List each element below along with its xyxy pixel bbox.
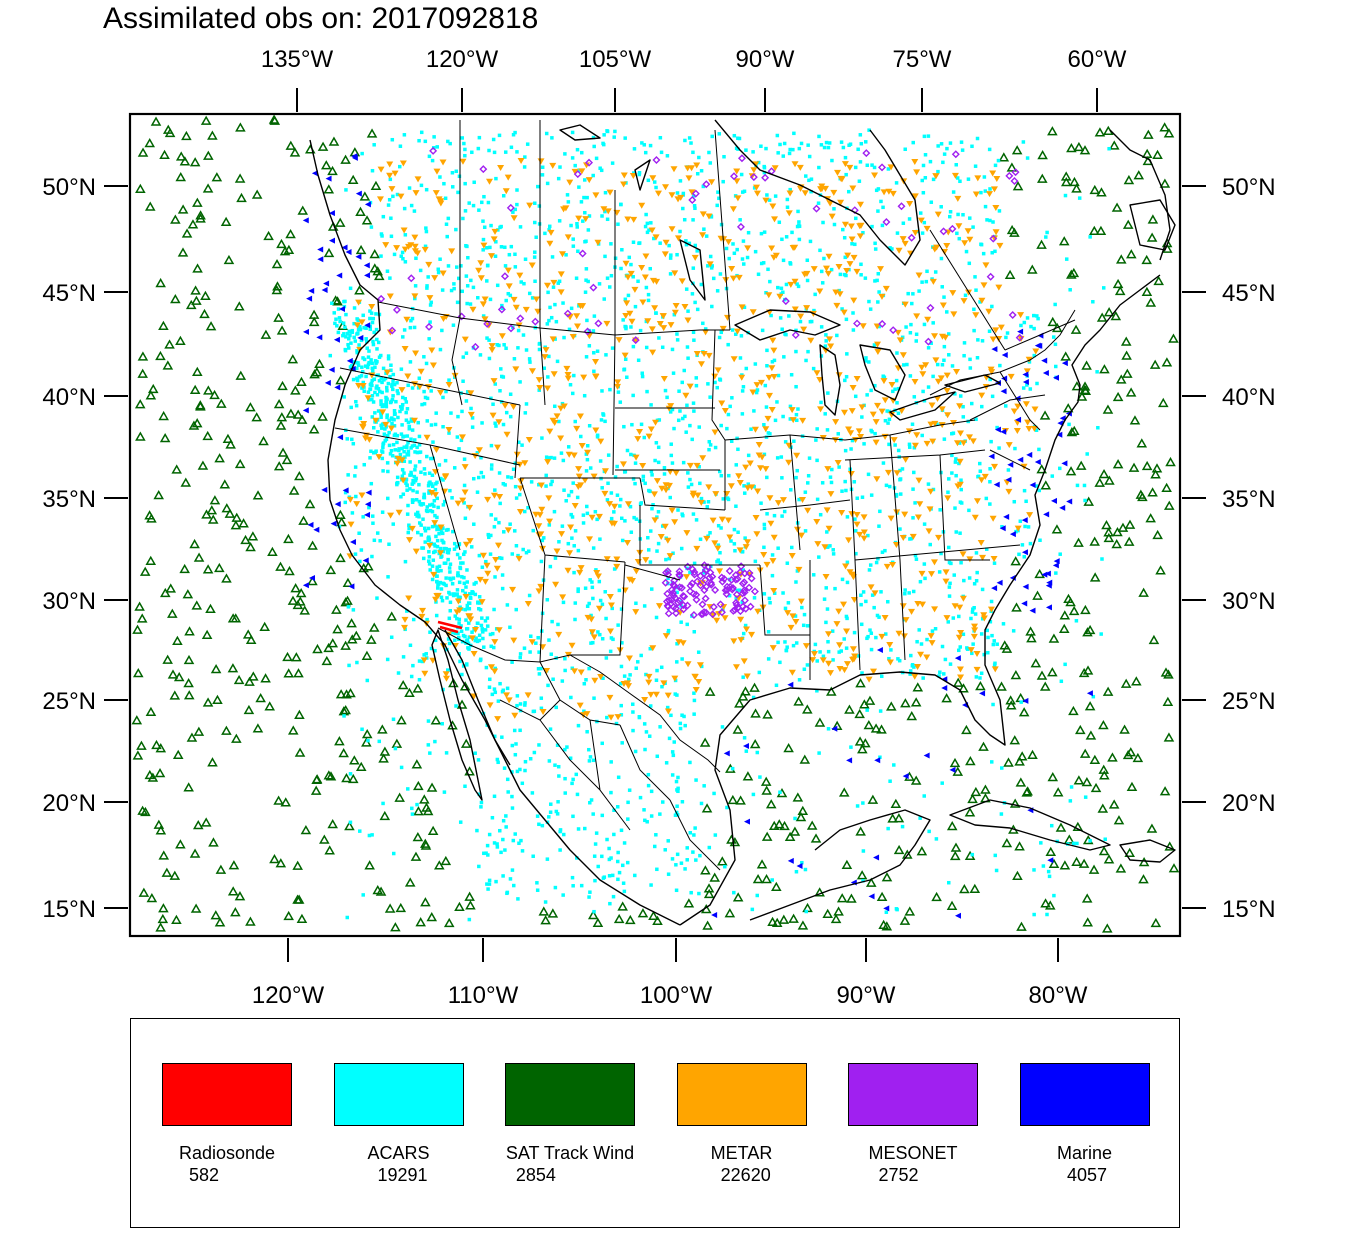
top-lon-label: 105°W	[579, 46, 652, 73]
legend-item: SAT Track Wind 2854	[505, 1063, 635, 1185]
yucatan-coast	[749, 809, 931, 921]
right-lat-label: 30°N	[1222, 588, 1276, 615]
left-lat-label: 20°N	[42, 790, 96, 817]
right-lat-label: 50°N	[1222, 174, 1276, 201]
bottom-lon-label: 100°W	[640, 982, 713, 1009]
right-lat-label: 15°N	[1222, 896, 1276, 923]
legend-label: SAT Track Wind	[505, 1143, 635, 1163]
top-lon-label: 75°W	[893, 46, 952, 73]
borders	[334, 120, 1076, 871]
lake-erie	[889, 391, 956, 421]
lake-superior	[734, 309, 841, 341]
mexico-state-lines	[499, 661, 721, 871]
right-lat-label: 20°N	[1222, 790, 1276, 817]
top-lon-label: 90°W	[736, 46, 795, 73]
right-lat-label: 40°N	[1222, 384, 1276, 411]
lake-michigan	[819, 344, 841, 416]
gulf-california-coast	[444, 629, 511, 766]
bottom-lon-label: 110°W	[448, 982, 519, 1009]
legend-swatch	[505, 1063, 635, 1126]
left-lat-label: 35°N	[42, 486, 96, 513]
observation-map: 135°W 120°W 105°W 90°W 75°W 60°W 120°W 110°W 100…	[42, 46, 1275, 1009]
lake-huron	[859, 344, 906, 401]
right-lat-label: 35°N	[1222, 486, 1276, 513]
legend-item: METAR 22620	[676, 1063, 807, 1185]
legend-count: 2752	[878, 1165, 919, 1185]
top-lon-label: 120°W	[426, 46, 499, 73]
bottom-lon-label: 120°W	[252, 982, 325, 1009]
left-lat-label: 15°N	[42, 896, 96, 923]
top-lon-label: 135°W	[261, 46, 334, 73]
left-lat-label: 30°N	[42, 588, 96, 615]
axis-labels: 135°W 120°W 105°W 90°W 75°W 60°W 120°W 110°W 100…	[42, 46, 1275, 1009]
legend-item: Radiosonde 582	[162, 1063, 292, 1185]
legend-item: MESONET 2752	[848, 1063, 978, 1185]
labrador-coast	[1109, 129, 1171, 261]
hispaniola	[1119, 839, 1176, 863]
coastlines	[309, 119, 1176, 926]
right-lat-label: 25°N	[1222, 688, 1276, 715]
legend-label: Marine	[1056, 1143, 1113, 1163]
legend-label: MESONET	[868, 1143, 958, 1163]
legend-count: 22620	[720, 1165, 771, 1185]
axis-ticks	[104, 88, 1206, 962]
legend-swatch	[848, 1063, 978, 1126]
newfoundland	[1129, 199, 1176, 251]
legend-item: ACARS 19291	[333, 1063, 464, 1185]
map-title: Assimilated obs on: 2017092818	[103, 2, 539, 35]
right-lat-label: 45°N	[1222, 280, 1276, 307]
legend-count: 582	[188, 1165, 219, 1185]
bottom-lon-label: 80°W	[1029, 982, 1088, 1009]
left-lat-label: 45°N	[42, 280, 96, 307]
legend-count: 4057	[1066, 1165, 1108, 1185]
us-canada-border	[377, 301, 1076, 396]
legend-count: 19291	[377, 1165, 428, 1185]
us-mexico-border	[437, 627, 721, 773]
map-frame	[128, 112, 1182, 938]
bottom-lon-label: 90°W	[837, 982, 896, 1009]
legend-swatch	[676, 1063, 807, 1126]
legend-swatch	[162, 1063, 292, 1126]
lake-ontario	[944, 374, 1001, 393]
west-coastline	[309, 139, 681, 926]
cuba	[949, 799, 1111, 851]
legend-label: ACARS	[367, 1143, 430, 1163]
legend-label: METAR	[710, 1143, 773, 1163]
canada-province-lines	[459, 120, 1076, 351]
left-lat-label: 50°N	[42, 174, 96, 201]
gulf-coastline	[679, 274, 1161, 926]
legend-box: Radiosonde 582 ACARS 19291 SAT Track Wind 285…	[130, 1018, 1180, 1228]
left-lat-label: 25°N	[42, 688, 96, 715]
hudson-bay-coast	[714, 119, 921, 266]
observation-points	[131, 114, 1180, 933]
legend-item: Marine 4057	[1019, 1063, 1150, 1185]
legend-swatch	[1019, 1063, 1150, 1126]
left-lat-label: 40°N	[42, 384, 96, 411]
legend-label: Radiosonde	[178, 1143, 276, 1163]
great-bear-lakes	[559, 124, 706, 301]
legend-swatch	[333, 1063, 464, 1126]
state-lines	[334, 317, 1046, 680]
top-lon-label: 60°W	[1068, 46, 1127, 73]
legend-count: 2854	[515, 1165, 556, 1185]
map-background	[130, 114, 1180, 936]
baja-peninsula	[431, 629, 483, 801]
